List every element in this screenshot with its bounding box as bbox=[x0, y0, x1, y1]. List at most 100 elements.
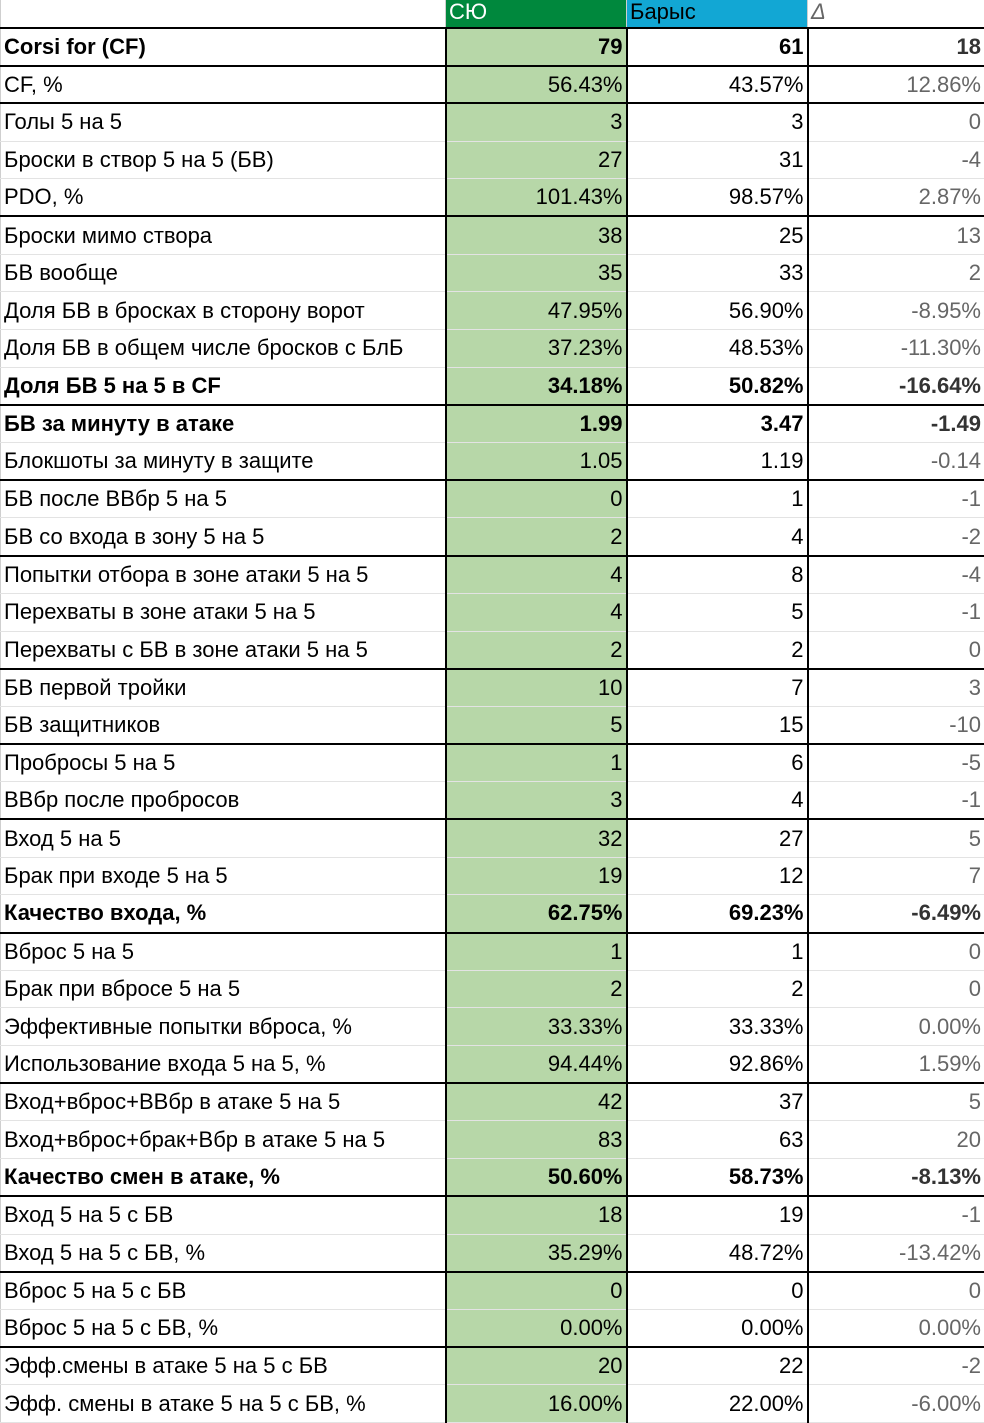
team1-value: 16.00% bbox=[446, 1385, 627, 1423]
delta-value: -4 bbox=[808, 556, 984, 594]
delta-value: -1 bbox=[808, 1196, 984, 1234]
table-header: СЮ Барыс Δ bbox=[1, 0, 984, 28]
team1-value: 34.18% bbox=[446, 367, 627, 405]
team1-value: 101.43% bbox=[446, 179, 627, 217]
team2-value: 0.00% bbox=[627, 1309, 808, 1347]
team2-value: 1 bbox=[627, 480, 808, 518]
table-row: Эффективные попытки вброса, %33.33%33.33… bbox=[1, 1008, 984, 1046]
table-row: CF, %56.43%43.57%12.86% bbox=[1, 66, 984, 104]
team2-value: 48.72% bbox=[627, 1234, 808, 1272]
header-row: СЮ Барыс Δ bbox=[1, 0, 984, 28]
team2-value: 25 bbox=[627, 216, 808, 254]
team2-value: 22 bbox=[627, 1347, 808, 1385]
delta-value: -2 bbox=[808, 1347, 984, 1385]
row-label: Перехваты с БВ в зоне атаки 5 на 5 bbox=[1, 631, 446, 669]
team2-value: 61 bbox=[627, 28, 808, 66]
delta-value: -1 bbox=[808, 593, 984, 631]
row-label: Попытки отбора в зоне атаки 5 на 5 bbox=[1, 556, 446, 594]
team1-value: 42 bbox=[446, 1083, 627, 1121]
team2-value: 56.90% bbox=[627, 292, 808, 330]
delta-value: -10 bbox=[808, 706, 984, 744]
table-row: Качество смен в атаке, %50.60%58.73%-8.1… bbox=[1, 1159, 984, 1197]
row-label: БВ после ВВбр 5 на 5 bbox=[1, 480, 446, 518]
team1-value: 0 bbox=[446, 480, 627, 518]
row-label: Использование входа 5 на 5, % bbox=[1, 1046, 446, 1084]
delta-value: 2.87% bbox=[808, 179, 984, 217]
team1-value: 0.00% bbox=[446, 1309, 627, 1347]
delta-value: -4 bbox=[808, 141, 984, 179]
team1-value: 1.99 bbox=[446, 405, 627, 443]
row-label: Брак при вбросе 5 на 5 bbox=[1, 970, 446, 1008]
team1-value: 56.43% bbox=[446, 66, 627, 104]
delta-value: -5 bbox=[808, 744, 984, 782]
row-label: Голы 5 на 5 bbox=[1, 103, 446, 141]
team1-value: 1 bbox=[446, 744, 627, 782]
team1-value: 32 bbox=[446, 819, 627, 857]
delta-value: -0.14 bbox=[808, 443, 984, 481]
team2-value: 3 bbox=[627, 103, 808, 141]
delta-value: 0.00% bbox=[808, 1008, 984, 1046]
table-row: PDO, %101.43%98.57%2.87% bbox=[1, 179, 984, 217]
team1-value: 35.29% bbox=[446, 1234, 627, 1272]
table-row: Качество входа, %62.75%69.23%-6.49% bbox=[1, 895, 984, 933]
row-label: Вход 5 на 5 bbox=[1, 819, 446, 857]
team2-value: 4 bbox=[627, 782, 808, 820]
header-team1: СЮ bbox=[446, 0, 627, 28]
row-label: Вход+вброс+ВВбр в атаке 5 на 5 bbox=[1, 1083, 446, 1121]
team2-value: 37 bbox=[627, 1083, 808, 1121]
delta-value: 0 bbox=[808, 933, 984, 971]
delta-value: 2 bbox=[808, 254, 984, 292]
team1-value: 2 bbox=[446, 970, 627, 1008]
team2-value: 2 bbox=[627, 970, 808, 1008]
delta-value: 13 bbox=[808, 216, 984, 254]
team2-value: 33 bbox=[627, 254, 808, 292]
header-delta: Δ bbox=[808, 0, 984, 28]
team1-value: 79 bbox=[446, 28, 627, 66]
row-label: Вход+вброс+брак+Вбр в атаке 5 на 5 bbox=[1, 1121, 446, 1159]
team2-value: 48.53% bbox=[627, 330, 808, 368]
team2-value: 8 bbox=[627, 556, 808, 594]
team1-value: 5 bbox=[446, 706, 627, 744]
delta-value: -6.00% bbox=[808, 1385, 984, 1423]
team1-value: 1.05 bbox=[446, 443, 627, 481]
delta-value: 0 bbox=[808, 103, 984, 141]
team2-value: 63 bbox=[627, 1121, 808, 1159]
team1-value: 0 bbox=[446, 1272, 627, 1310]
team2-value: 1.19 bbox=[627, 443, 808, 481]
team1-value: 62.75% bbox=[446, 895, 627, 933]
row-label: Вход 5 на 5 с БВ, % bbox=[1, 1234, 446, 1272]
row-label: Вход 5 на 5 с БВ bbox=[1, 1196, 446, 1234]
delta-value: -1 bbox=[808, 782, 984, 820]
header-team2: Барыс bbox=[627, 0, 808, 28]
team1-value: 19 bbox=[446, 857, 627, 895]
team1-value: 2 bbox=[446, 631, 627, 669]
team1-value: 33.33% bbox=[446, 1008, 627, 1046]
team2-value: 3.47 bbox=[627, 405, 808, 443]
team2-value: 50.82% bbox=[627, 367, 808, 405]
delta-value: -8.13% bbox=[808, 1159, 984, 1197]
row-label: Качество входа, % bbox=[1, 895, 446, 933]
team1-value: 38 bbox=[446, 216, 627, 254]
team2-value: 12 bbox=[627, 857, 808, 895]
team2-value: 92.86% bbox=[627, 1046, 808, 1084]
row-label: CF, % bbox=[1, 66, 446, 104]
row-label: Эфф. смены в атаке 5 на 5 с БВ, % bbox=[1, 1385, 446, 1423]
row-label: PDO, % bbox=[1, 179, 446, 217]
header-label-cell bbox=[1, 0, 446, 28]
delta-value: 7 bbox=[808, 857, 984, 895]
